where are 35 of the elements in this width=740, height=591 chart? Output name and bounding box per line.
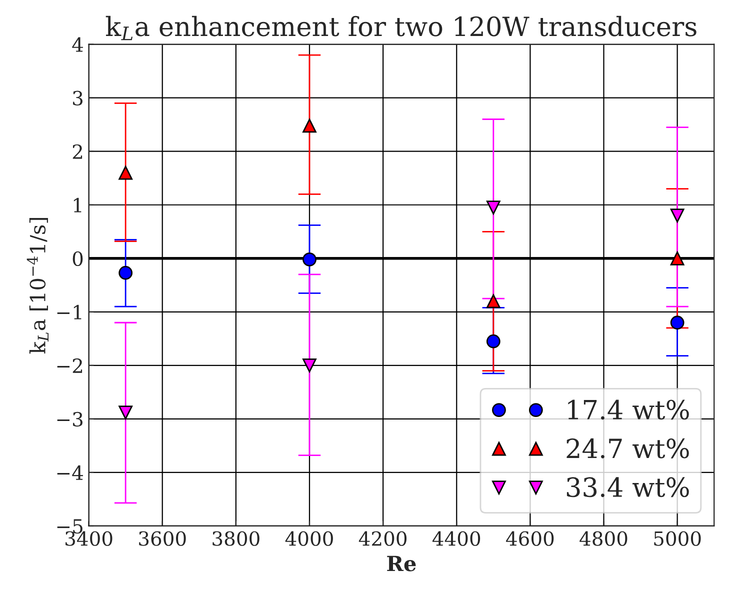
point xyxy=(118,266,133,280)
y-tick-label: −3 xyxy=(57,412,82,427)
x-tick-label: 4000 xyxy=(285,531,333,546)
point xyxy=(486,200,500,214)
legend-label: 24.7 wt% xyxy=(566,438,689,458)
y-tick-label: 0 xyxy=(72,251,83,266)
x-tick-label: 3600 xyxy=(139,531,186,546)
point xyxy=(302,358,316,372)
y-tick-label: 1 xyxy=(74,198,82,212)
y-axis-title: k$_{L}$a [10$^{−4}$1/s] xyxy=(26,218,48,354)
x-axis-title: Re xyxy=(387,556,416,572)
y-tick-label: −4 xyxy=(57,465,83,480)
point xyxy=(302,252,316,266)
point xyxy=(670,316,684,330)
x-tick-label: 3800 xyxy=(212,531,260,546)
point xyxy=(118,406,133,420)
point xyxy=(118,166,133,180)
x-tick-label: 4600 xyxy=(506,531,554,546)
y-tick-label: −2 xyxy=(57,358,82,373)
chart-title: k$_{L}$a enhancement for two 120W transducers xyxy=(106,16,696,40)
x-tick-label: 4800 xyxy=(580,531,628,546)
x-tick-label: 4200 xyxy=(358,531,407,546)
point xyxy=(670,251,684,266)
point xyxy=(486,334,500,348)
legend-label: 33.4 wt% xyxy=(566,477,689,498)
point xyxy=(486,294,500,308)
x-tick-label: 4400 xyxy=(432,531,480,546)
point xyxy=(302,118,316,133)
legend-label: 17.4 wt% xyxy=(568,400,689,420)
point xyxy=(670,208,684,223)
y-tick-label: 2 xyxy=(72,144,82,159)
y-tick-label: −1 xyxy=(57,304,82,320)
x-tick-label: 5000 xyxy=(654,531,701,546)
y-tick-label: 3 xyxy=(73,90,82,106)
y-tick-label: 4 xyxy=(72,37,83,52)
